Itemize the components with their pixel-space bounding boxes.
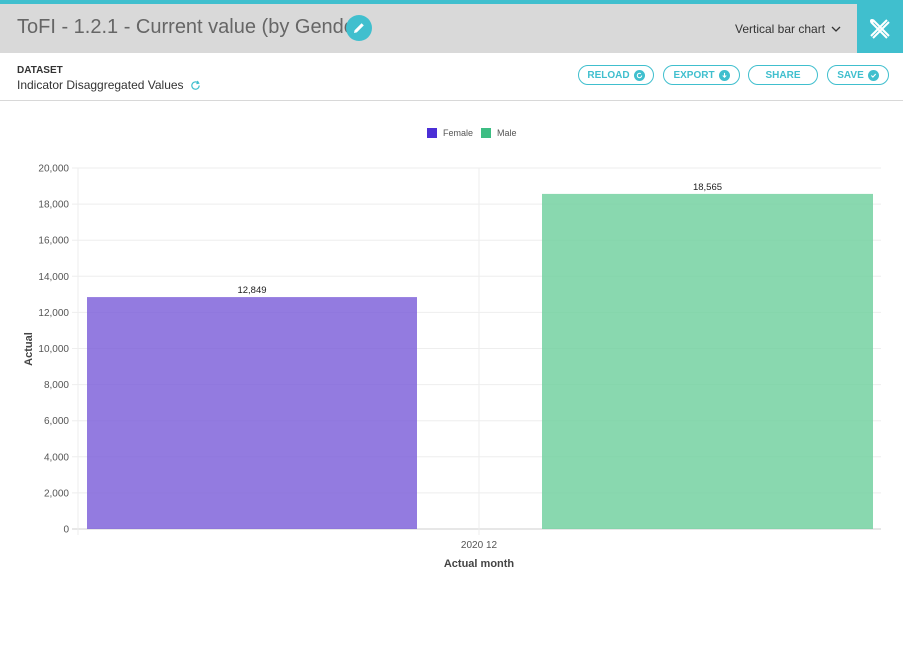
chart-tools-button[interactable] — [857, 4, 903, 53]
chart-grid — [72, 167, 881, 535]
chart-type-label: Vertical bar chart — [735, 22, 826, 36]
legend-swatch-female — [427, 128, 437, 138]
legend-item-female[interactable]: Female — [427, 128, 473, 138]
header-bar: ToFI - 1.2.1 - Current value (by Gender)… — [0, 4, 903, 53]
y-tick-label: 8,000 — [44, 380, 69, 391]
dataset-bar: DATASET Indicator Disaggregated Values R… — [0, 53, 903, 101]
save-button[interactable]: SAVE — [827, 65, 889, 85]
top-accent-bar — [0, 0, 903, 4]
y-tick-label: 2,000 — [44, 488, 69, 499]
y-tick-label: 0 — [63, 525, 69, 536]
legend-label-female: Female — [443, 128, 474, 138]
data-label-female: 12,849 — [237, 285, 266, 296]
refresh-icon[interactable] — [190, 80, 201, 91]
reload-button[interactable]: RELOAD — [578, 65, 654, 85]
save-label: SAVE — [837, 69, 864, 81]
legend-label-male: Male — [497, 128, 517, 138]
y-tick-label: 12,000 — [38, 308, 69, 319]
data-label-male: 18,565 — [693, 182, 722, 193]
y-tick-label: 6,000 — [44, 416, 69, 427]
y-tick-label: 10,000 — [38, 344, 69, 355]
edit-title-button[interactable] — [346, 15, 372, 41]
y-tick-label: 16,000 — [38, 236, 69, 247]
chart-type-selector[interactable]: Vertical bar chart — [735, 22, 841, 36]
y-axis-ticks: 0 2,000 4,000 6,000 8,000 10,000 12,000 14,000 1… — [38, 164, 69, 536]
export-icon — [718, 69, 730, 81]
y-tick-label: 14,000 — [38, 272, 69, 283]
x-axis-title: Actual month — [444, 558, 515, 570]
export-label: EXPORT — [673, 69, 715, 81]
y-axis-title: Actual — [23, 332, 35, 366]
tools-icon — [870, 18, 890, 39]
legend-swatch-male — [481, 128, 492, 138]
y-tick-label: 18,000 — [38, 200, 69, 211]
chart-bars: 12,849 18,565 — [87, 182, 873, 530]
dataset-label: DATASET — [17, 65, 63, 76]
dataset-name: Indicator Disaggregated Values — [17, 78, 201, 92]
share-label: SHARE — [765, 69, 801, 81]
check-icon — [867, 69, 879, 81]
pencil-icon — [354, 23, 364, 33]
y-tick-label: 4,000 — [44, 452, 69, 463]
bar-female[interactable] — [87, 297, 417, 529]
x-tick-label: 2020 12 — [461, 540, 498, 551]
page-title: ToFI - 1.2.1 - Current value (by Gender) — [17, 16, 369, 38]
legend-item-male[interactable]: Male — [481, 128, 517, 138]
export-button[interactable]: EXPORT — [663, 65, 740, 85]
y-tick-label: 20,000 — [38, 164, 69, 175]
chart-legend: Female Male — [427, 128, 517, 138]
share-button[interactable]: SHARE — [748, 65, 818, 85]
reload-label: RELOAD — [587, 69, 630, 81]
reload-icon — [633, 69, 645, 81]
bar-male[interactable] — [542, 193, 873, 530]
dataset-value[interactable]: Indicator Disaggregated Values — [17, 78, 184, 92]
chevron-down-icon — [831, 26, 841, 32]
